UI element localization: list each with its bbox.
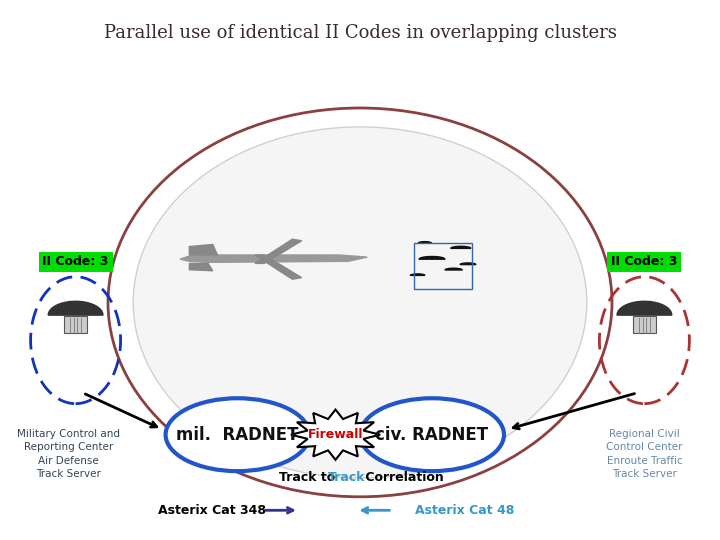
Bar	[414, 243, 472, 289]
Polygon shape	[418, 241, 431, 243]
Text: mil.  RADNET: mil. RADNET	[176, 426, 299, 444]
Polygon shape	[189, 245, 217, 255]
Text: civ. RADNET: civ. RADNET	[375, 426, 489, 444]
Text: Asterix Cat 348: Asterix Cat 348	[158, 504, 266, 517]
Bar	[633, 316, 656, 333]
Ellipse shape	[166, 399, 310, 471]
Text: Track: Track	[328, 471, 366, 484]
Text: Correlation: Correlation	[361, 471, 444, 484]
Polygon shape	[419, 256, 445, 259]
Text: II Code: 3: II Code: 3	[611, 255, 678, 268]
Polygon shape	[460, 263, 476, 265]
Text: II Code: 3: II Code: 3	[42, 255, 109, 268]
Text: Regional Civil
Control Center
Enroute Traffic
Track Server: Regional Civil Control Center Enroute Tr…	[606, 429, 683, 479]
Polygon shape	[48, 301, 103, 315]
Ellipse shape	[133, 127, 587, 478]
Bar	[64, 316, 87, 333]
Text: Parallel use of identical II Codes in overlapping clusters: Parallel use of identical II Codes in ov…	[104, 24, 616, 42]
Polygon shape	[410, 274, 425, 275]
Polygon shape	[291, 409, 380, 460]
Polygon shape	[617, 301, 672, 315]
Text: Track to: Track to	[279, 471, 340, 484]
Text: Military Control and
Reporting Center
Air Defense
Track Server: Military Control and Reporting Center Ai…	[17, 429, 120, 479]
Ellipse shape	[360, 399, 504, 471]
Text: Firewall: Firewall	[307, 428, 364, 441]
Polygon shape	[180, 255, 367, 262]
Polygon shape	[445, 268, 462, 270]
Polygon shape	[255, 239, 302, 264]
Polygon shape	[451, 246, 471, 248]
Polygon shape	[189, 264, 213, 271]
Text: Asterix Cat 48: Asterix Cat 48	[415, 504, 514, 517]
Polygon shape	[255, 255, 302, 279]
